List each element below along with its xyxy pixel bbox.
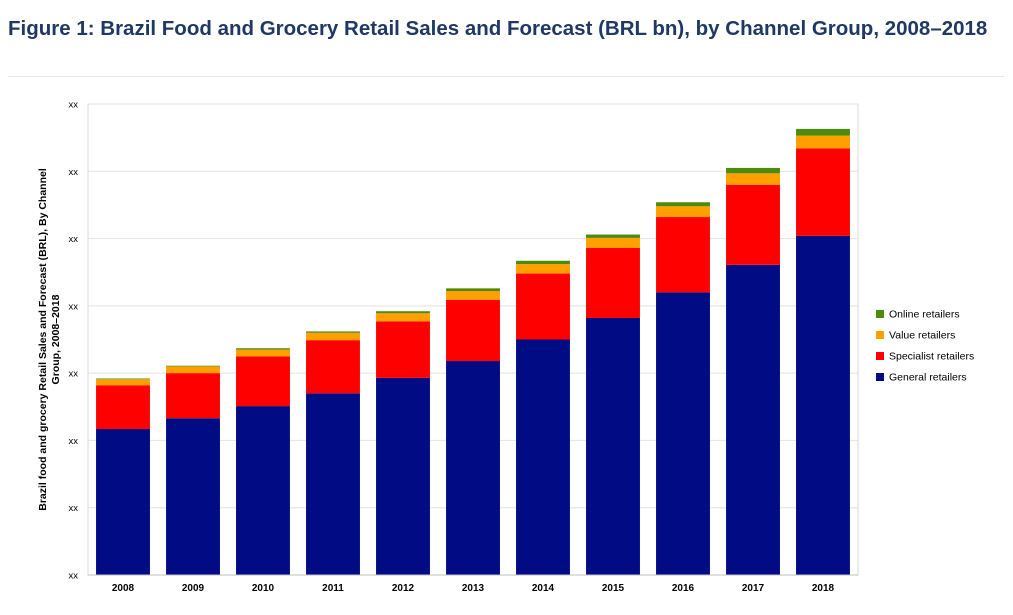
legend-label: Online retailers [889, 309, 960, 321]
bar-segment [166, 418, 220, 575]
bar-segment [236, 349, 290, 357]
bar-segment [96, 428, 150, 575]
bar-segment [446, 361, 500, 575]
x-tick-label: 2018 [812, 583, 835, 594]
x-tick-label: 2008 [112, 583, 135, 594]
bar-segment [656, 217, 710, 293]
bar-segment [796, 135, 850, 149]
x-tick-label: 2017 [742, 583, 765, 594]
bar-segment [306, 393, 360, 575]
y-axis-label: Brazil food and grocery Retail Sales and… [37, 168, 62, 511]
y-tick-label: xx [69, 571, 79, 582]
legend-swatch [876, 310, 884, 318]
y-tick-label: xx [69, 503, 79, 514]
bar-segment [656, 202, 710, 207]
bar-segment [516, 339, 570, 575]
bar-segment [96, 379, 150, 386]
bar-segment [96, 378, 150, 380]
bar-segment [796, 128, 850, 136]
x-tick-label: 2009 [182, 583, 205, 594]
y-axis-label-line: Group, 2008–2018 [50, 294, 62, 384]
y-axis-label-line: Brazil food and grocery Retail Sales and… [37, 168, 49, 511]
bar-segment [236, 406, 290, 575]
x-tick-label: 2013 [462, 583, 485, 594]
x-tick-label: 2010 [252, 583, 275, 594]
bar-segment [446, 288, 500, 292]
bar-segment [726, 184, 780, 265]
axes: xx xx xx xx xx xx xx xx 2008 2009 2010 2011 2012 2013… [69, 100, 858, 594]
y-tick-label: xx [69, 100, 79, 111]
y-tick-label: xx [69, 234, 79, 245]
bar-segment [586, 317, 640, 575]
bar-segment [726, 264, 780, 575]
legend-swatch [876, 352, 884, 360]
bar-segment [656, 206, 710, 218]
x-tick-label: 2016 [672, 583, 695, 594]
legend: Online retailers Value retailers Specialis… [876, 309, 974, 384]
bar-segment [446, 291, 500, 300]
y-tick-label: xx [69, 436, 79, 447]
bar-segment [96, 385, 150, 429]
bar-segment [796, 235, 850, 575]
figure-title: Figure 1: Brazil Food and Grocery Retail… [8, 17, 988, 40]
bar-segment [586, 234, 640, 238]
bar-segment [306, 340, 360, 394]
bar-segment [166, 366, 220, 374]
legend-swatch [876, 331, 884, 339]
legend-swatch [876, 373, 884, 381]
bar-segment [306, 331, 360, 333]
legend-label: Value retailers [889, 330, 955, 342]
bar-segment [376, 377, 430, 575]
bar-segment [166, 365, 220, 367]
x-tick-label: 2014 [532, 583, 555, 594]
bar-segment [446, 299, 500, 362]
bar-segment [726, 173, 780, 185]
bars [96, 128, 850, 575]
bar-segment [796, 148, 850, 236]
bar-segment [586, 237, 640, 248]
legend-label: General retailers [889, 372, 967, 384]
x-tick-label: 2011 [322, 583, 344, 594]
x-tick-label: 2012 [392, 583, 415, 594]
bar-segment [306, 332, 360, 341]
bar-segment [656, 292, 710, 575]
bar-segment [376, 313, 430, 322]
y-tick-label: xx [69, 301, 79, 312]
x-tick-label: 2015 [602, 583, 625, 594]
y-tick-label: xx [69, 369, 79, 380]
bar-segment [376, 321, 430, 378]
bar-segment [516, 260, 570, 265]
bar-segment [586, 247, 640, 318]
title-divider [8, 76, 1004, 77]
bar-segment [166, 373, 220, 419]
bar-segment [516, 264, 570, 274]
bar-segment [236, 348, 290, 350]
bar-segment [236, 356, 290, 407]
bar-segment [726, 167, 780, 174]
legend-label: Specialist retailers [889, 351, 974, 363]
y-tick-label: xx [69, 167, 79, 178]
bar-segment [376, 311, 430, 314]
bar-segment [516, 273, 570, 340]
